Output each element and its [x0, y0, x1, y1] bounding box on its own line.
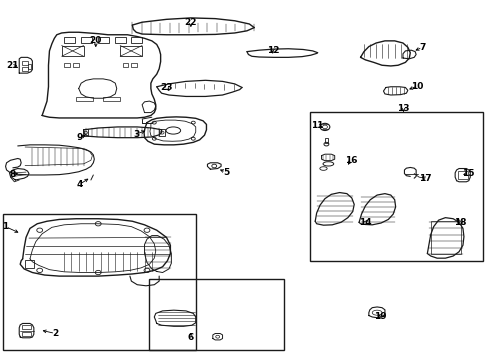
Bar — [122, 63, 128, 67]
Text: 4: 4 — [76, 180, 82, 189]
Bar — [73, 63, 79, 67]
Bar — [81, 37, 92, 43]
Text: 7: 7 — [418, 43, 425, 52]
Bar — [25, 260, 34, 268]
Text: 1: 1 — [2, 222, 9, 231]
Text: 19: 19 — [373, 312, 386, 321]
Text: 12: 12 — [266, 46, 279, 55]
Text: 18: 18 — [453, 218, 466, 227]
Bar — [61, 45, 83, 56]
Text: 3: 3 — [133, 130, 139, 139]
Bar — [457, 171, 467, 179]
Bar — [76, 97, 93, 101]
Text: 17: 17 — [418, 174, 430, 183]
Bar — [98, 37, 109, 43]
Text: 20: 20 — [89, 36, 102, 45]
Text: 6: 6 — [187, 333, 194, 342]
Bar — [149, 279, 283, 350]
Bar — [115, 37, 126, 43]
Text: 13: 13 — [396, 104, 409, 113]
Bar — [21, 325, 31, 329]
Text: 2: 2 — [52, 329, 58, 338]
Text: 11: 11 — [311, 121, 323, 130]
Bar — [64, 37, 75, 43]
Bar — [310, 112, 483, 261]
Bar — [21, 61, 27, 65]
Text: 10: 10 — [410, 82, 423, 91]
Text: 15: 15 — [461, 169, 473, 178]
Text: 16: 16 — [344, 156, 356, 165]
Text: 9: 9 — [76, 133, 82, 142]
Text: 21: 21 — [7, 62, 19, 71]
Text: 8: 8 — [10, 170, 16, 179]
Text: 22: 22 — [184, 18, 197, 27]
Bar — [131, 63, 137, 67]
Bar — [131, 37, 142, 43]
Text: 14: 14 — [358, 218, 371, 227]
Bar — [120, 45, 142, 56]
Bar — [430, 221, 460, 253]
Bar — [82, 129, 88, 136]
Bar — [325, 138, 328, 143]
Bar — [159, 129, 164, 136]
Text: 23: 23 — [160, 83, 172, 92]
Bar — [27, 64, 31, 69]
Text: 5: 5 — [223, 168, 228, 177]
Bar — [21, 332, 31, 336]
Bar — [3, 214, 195, 350]
Bar — [21, 67, 27, 71]
Bar — [64, 63, 70, 67]
Bar — [103, 97, 120, 101]
